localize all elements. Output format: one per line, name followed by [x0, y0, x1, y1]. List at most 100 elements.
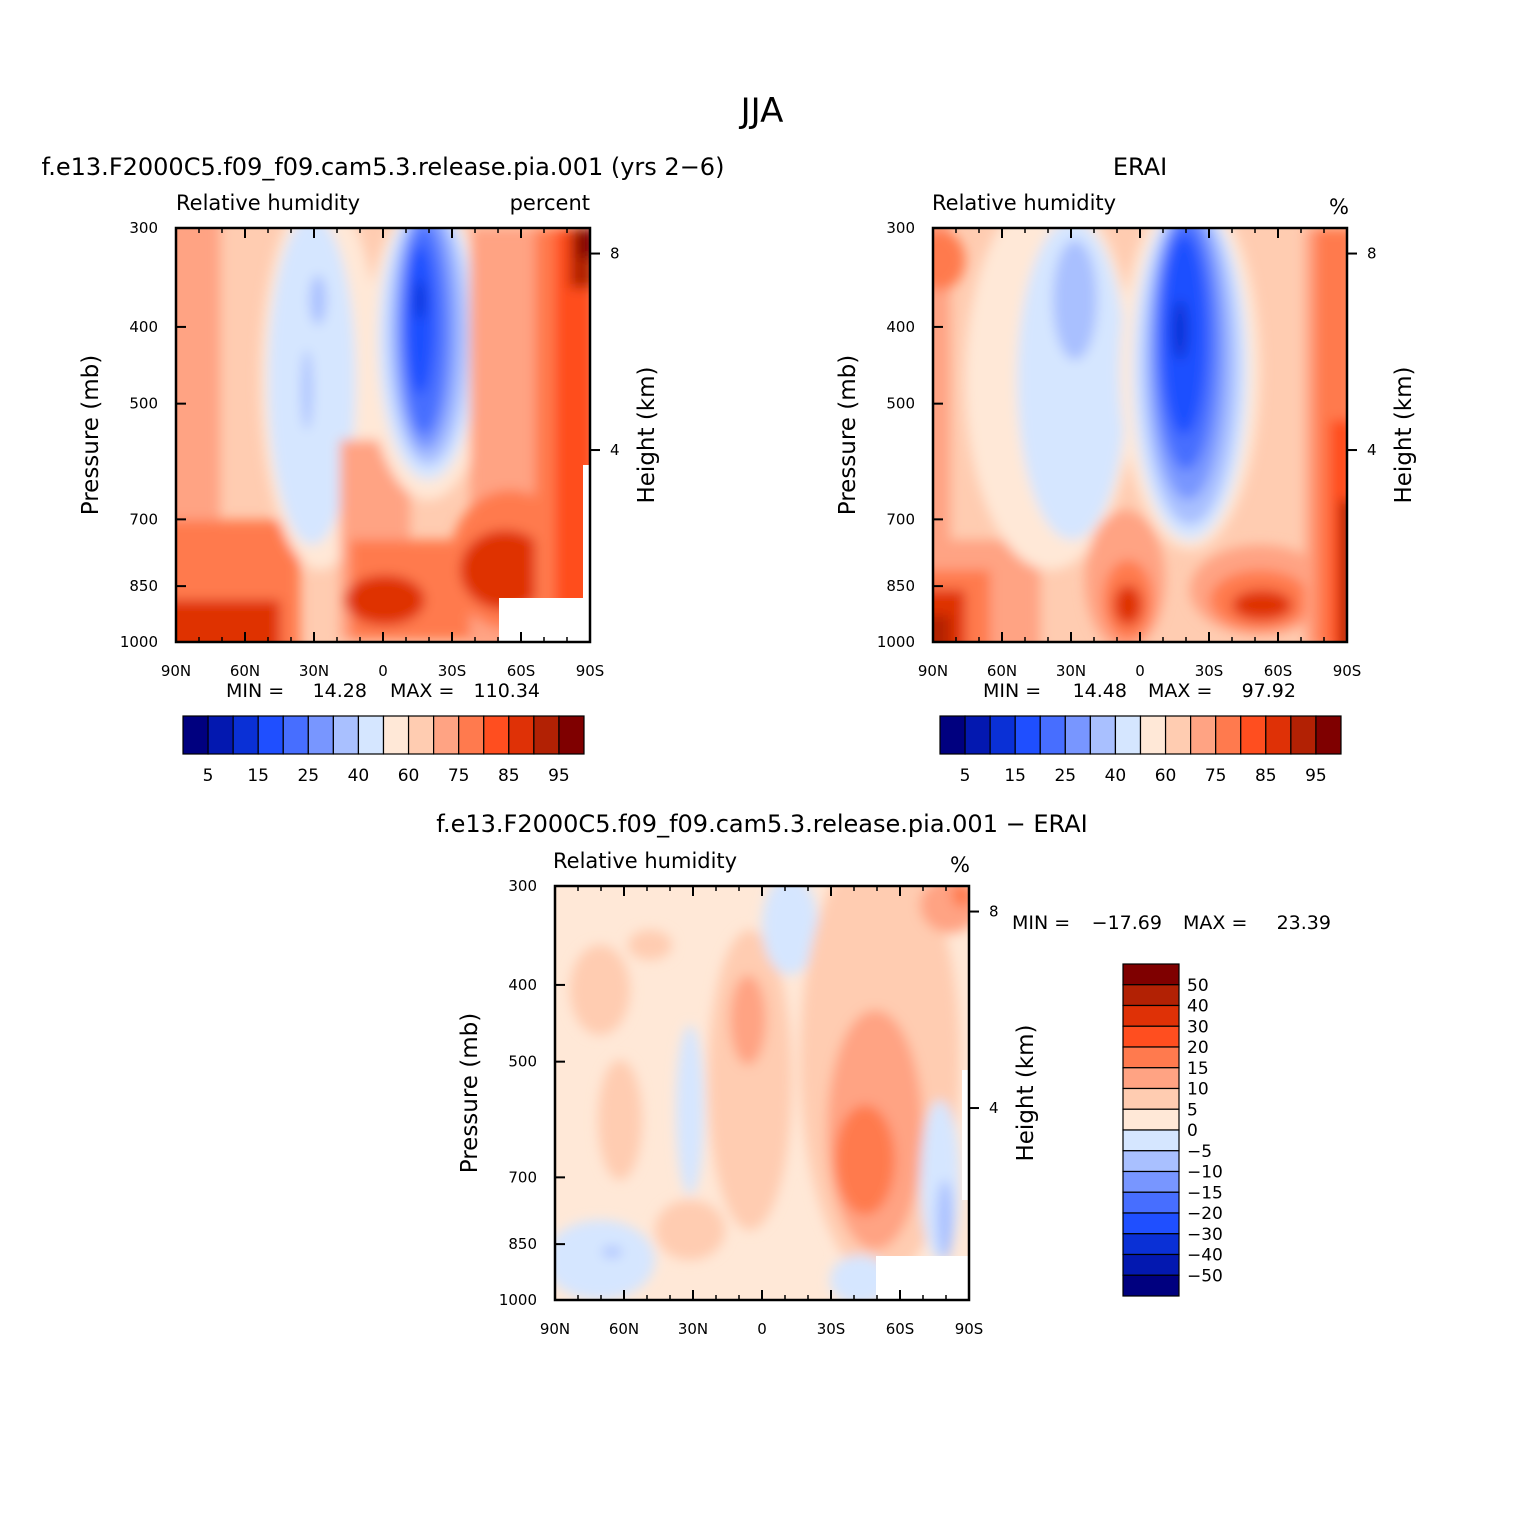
- panel-diff: f.e13.F2000C5.f09_f09.cam5.3.release.pia…: [436, 810, 1331, 1338]
- panel-obs-y2label: Height (km): [1391, 366, 1417, 503]
- panel-obs-axes: 90N 60N 30N 0 30S 60S 90S 300 400 500 700 850 1000 8 4…: [835, 219, 1417, 680]
- panel-obs-xtick-label: 30N: [1056, 662, 1086, 680]
- panel-diff-colorbar-label: −5: [1187, 1142, 1212, 1162]
- panel-model-y2label: Height (km): [634, 366, 660, 503]
- panel-obs-max-value: 97.92: [1242, 680, 1296, 702]
- panel-diff-colorbar-swatch: [1122, 1067, 1180, 1090]
- panel-diff-colorbar-swatch: [1122, 1274, 1180, 1297]
- panel-obs-colorbar-swatch: [1240, 715, 1267, 755]
- panel-model-title: f.e13.F2000C5.f09_f09.cam5.3.release.pia…: [42, 153, 725, 181]
- panel-diff-colorbar-label: 40: [1187, 997, 1209, 1017]
- panel-diff-colorbar-swatch: [1122, 1191, 1180, 1214]
- panel-model-max-label: MAX =: [390, 680, 454, 702]
- panel-model-colorbar-label: 85: [498, 766, 520, 786]
- panel-diff-colorbar-swatch: [1122, 963, 1180, 986]
- panel-obs-xtick-label: 0: [1135, 662, 1145, 680]
- panel-diff-xtick-label: 90N: [540, 1320, 570, 1338]
- panel-model-ytick-label: 850: [129, 577, 158, 595]
- panel-obs-colorbar-label: 60: [1155, 766, 1177, 786]
- panel-diff-colorbar-swatch: [1122, 984, 1180, 1007]
- panel-model-field: [176, 228, 590, 642]
- panel-obs-colorbar-swatch: [1114, 715, 1142, 755]
- panel-obs-colorbar-swatch: [964, 715, 991, 755]
- panel-obs-ylabel: Pressure (mb): [835, 355, 861, 515]
- panel-diff-ytick-label: 400: [508, 976, 537, 994]
- panel-model-colorbar-label: 75: [448, 766, 470, 786]
- panel-model-colorbar-swatch: [433, 715, 460, 755]
- panel-model-ylabel: Pressure (mb): [78, 355, 104, 515]
- panel-obs-colorbar-swatch: [1014, 715, 1041, 755]
- panel-diff-variable: Relative humidity: [553, 849, 737, 873]
- panel-obs-colorbar-swatch: [1064, 715, 1091, 755]
- panel-model-colorbar-label: 25: [297, 766, 319, 786]
- panel-model-colorbar-swatch: [458, 715, 485, 755]
- panel-model-ytick-label: 400: [129, 318, 158, 336]
- panel-obs-colorbar: 5 15 25 40 60 75 85 95: [939, 715, 1342, 786]
- panel-obs-ytick-label: 500: [886, 395, 915, 413]
- panel-diff-ytick-label: 1000: [499, 1291, 537, 1309]
- panel-obs-colorbar-label: 5: [960, 766, 971, 786]
- panel-diff-colorbar-label: 50: [1187, 976, 1209, 996]
- panel-model-ytick-label: 700: [129, 510, 158, 528]
- panel-obs-ytick-label: 850: [886, 577, 915, 595]
- panel-diff-ytick-label: 700: [508, 1168, 537, 1186]
- panel-model-xtick-label: 30S: [438, 662, 467, 680]
- panel-model-colorbar-swatch: [232, 715, 259, 755]
- panel-diff-ytick-label: 500: [508, 1053, 537, 1071]
- panel-model-colorbar-swatch: [508, 715, 535, 755]
- panel-obs-colorbar-label: 40: [1105, 766, 1127, 786]
- panel-model-variable: Relative humidity: [176, 191, 360, 215]
- panel-model-colorbar-label: 40: [348, 766, 370, 786]
- panel-diff-title: f.e13.F2000C5.f09_f09.cam5.3.release.pia…: [436, 810, 1087, 838]
- figure-title: JJA: [739, 91, 784, 131]
- panel-model-colorbar-label: 5: [203, 766, 214, 786]
- panel-model-colorbar-swatch: [483, 715, 510, 755]
- panel-model-colorbar-swatch: [282, 715, 309, 755]
- panel-diff-colorbar-swatch: [1122, 1253, 1180, 1276]
- panel-obs-colorbar-swatch: [939, 715, 966, 755]
- panel-diff-min-label: MIN =: [1012, 912, 1070, 934]
- panel-model-y2tick-label: 4: [610, 441, 620, 459]
- panel-obs-min-value: 14.48: [1073, 680, 1127, 702]
- panel-diff-xtick-label: 0: [757, 1320, 767, 1338]
- panel-obs-colorbar-swatch: [989, 715, 1016, 755]
- panel-obs-colorbar-swatch: [1190, 715, 1217, 755]
- panel-obs-colorbar-swatch: [1315, 715, 1342, 755]
- panel-diff-colorbar-swatch: [1122, 1150, 1180, 1173]
- panel-model-y2tick-label: 8: [610, 245, 620, 263]
- panel-model-ytick-label: 1000: [120, 633, 158, 651]
- panel-diff-field: [555, 886, 969, 1300]
- panel-diff-colorbar-swatch: [1122, 1087, 1180, 1110]
- panel-model-colorbar-swatch: [382, 715, 410, 755]
- panel-model-max-value: 110.34: [474, 680, 540, 702]
- panel-model-units: percent: [510, 191, 590, 215]
- panel-obs-units: %: [1329, 195, 1349, 219]
- panel-obs-colorbar-swatch: [1039, 715, 1066, 755]
- panel-model-ytick-label: 500: [129, 395, 158, 413]
- panel-obs-colorbar-label: 85: [1255, 766, 1277, 786]
- panel-model-min-value: 14.28: [313, 680, 367, 702]
- panel-diff-colorbar-label: −50: [1187, 1266, 1223, 1286]
- panel-diff-min-value: −17.69: [1092, 912, 1162, 934]
- panel-diff-colorbar-label: 0: [1187, 1121, 1198, 1141]
- panel-model-colorbar-swatch: [182, 715, 209, 755]
- panel-model-min-label: MIN =: [226, 680, 284, 702]
- panel-obs-xtick-label: 30S: [1195, 662, 1224, 680]
- panel-obs-xtick-label: 90N: [918, 662, 948, 680]
- panel-model-xtick-label: 30N: [299, 662, 329, 680]
- panel-diff-colorbar-label: −20: [1187, 1204, 1223, 1224]
- panel-obs-colorbar-label: 15: [1004, 766, 1026, 786]
- panel-diff-colorbar-label: 20: [1187, 1038, 1209, 1058]
- panel-model-colorbar-swatch: [207, 715, 234, 755]
- panel-diff-xtick-label: 60N: [609, 1320, 639, 1338]
- panel-diff-colorbar-label: −10: [1187, 1163, 1223, 1183]
- panel-model-xtick-label: 90S: [576, 662, 605, 680]
- panel-model-colorbar-label: 15: [247, 766, 269, 786]
- panel-obs-ytick-label: 1000: [877, 633, 915, 651]
- panel-obs-y2tick-label: 8: [1367, 245, 1377, 263]
- panel-model-xtick-label: 60N: [230, 662, 260, 680]
- panel-diff-colorbar-label: −15: [1187, 1183, 1223, 1203]
- panel-obs-colorbar-label: 95: [1305, 766, 1327, 786]
- panel-diff-units: %: [950, 853, 970, 877]
- panel-diff-axes: 90N 60N 30N 0 30S 60S 90S 300 400 500 700 850 1000 8 4…: [457, 877, 1039, 1338]
